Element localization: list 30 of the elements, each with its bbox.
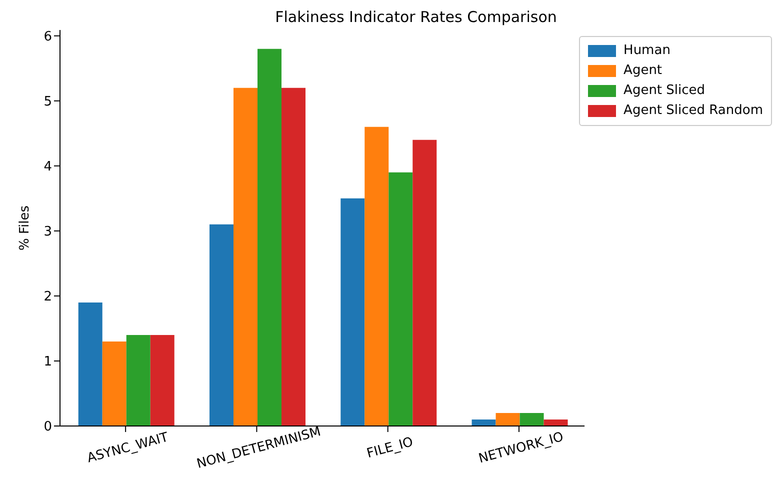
bar [233, 88, 258, 426]
bar [150, 334, 174, 426]
chart-title: Flakiness Indicator Rates Comparison [274, 8, 558, 28]
y-tick-label: 1 [44, 354, 52, 370]
bar [78, 302, 102, 426]
y-tick-label: 4 [44, 160, 52, 175]
bar [364, 126, 389, 426]
bar [257, 48, 282, 426]
bar [209, 224, 234, 426]
y-tick-label: 0 [44, 420, 52, 435]
bar [520, 412, 544, 426]
bar [126, 334, 150, 426]
bar [102, 341, 126, 426]
bar [496, 412, 520, 426]
y-tick-label: 6 [44, 29, 52, 44]
y-axis-title: % Files [18, 205, 33, 251]
legend-label: Agent [624, 62, 662, 80]
y-tick-label: 5 [44, 94, 52, 110]
bar [388, 172, 413, 426]
y-tick-label: 2 [44, 290, 52, 305]
legend-label: Agent Sliced [624, 82, 706, 100]
bar [472, 420, 496, 426]
legend-label: Human [624, 42, 670, 60]
y-tick-label: 3 [44, 224, 52, 240]
bar [281, 88, 306, 426]
bar [544, 420, 568, 426]
bar [340, 198, 365, 426]
x-tick-label: FILE_IO [365, 434, 415, 462]
bar [412, 140, 437, 426]
legend-label: Agent Sliced Random [624, 102, 763, 120]
